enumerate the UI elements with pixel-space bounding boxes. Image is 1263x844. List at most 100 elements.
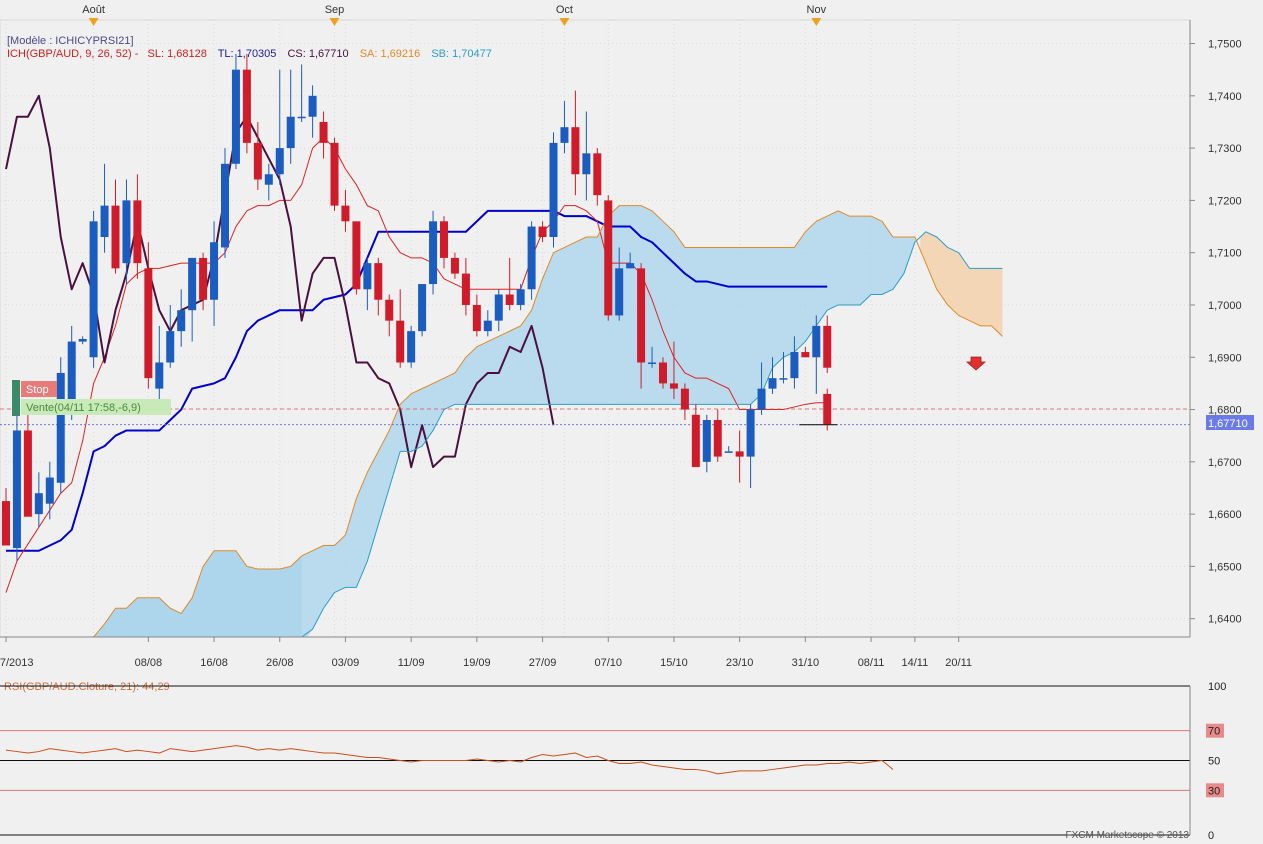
x-tick-label: 14/11 (901, 657, 928, 669)
candle-body[interactable] (188, 257, 197, 311)
candle-body[interactable] (494, 294, 503, 321)
candle-body[interactable] (100, 205, 109, 237)
candle-body[interactable] (790, 352, 799, 379)
candle-body[interactable] (440, 221, 448, 258)
y-tick-label: 1,7100 (1208, 248, 1242, 260)
candle-body[interactable] (680, 388, 689, 410)
series-line-sb (301, 231, 1003, 638)
y-tick-label: 1,6500 (1208, 561, 1242, 573)
candle-body[interactable] (823, 393, 832, 425)
candle-body[interactable] (768, 378, 777, 389)
sell-arrow-icon (965, 356, 987, 371)
candle-body[interactable] (637, 268, 646, 363)
candle-body[interactable] (549, 142, 558, 237)
candle-body[interactable] (593, 153, 602, 196)
candle-body[interactable] (177, 310, 186, 332)
candle-body[interactable] (363, 263, 372, 290)
stop-label: Stop (26, 384, 49, 396)
candle-body[interactable] (396, 320, 405, 363)
candle-body[interactable] (450, 257, 459, 274)
candle-body[interactable] (330, 142, 339, 206)
candle-body[interactable] (221, 163, 229, 248)
candle-body[interactable] (199, 257, 208, 300)
rsi-level-label: 0 (1208, 830, 1214, 842)
sell-order-marker[interactable]: Vente(04/11 17:58,-6,9) (12, 398, 171, 416)
candle-body[interactable] (604, 200, 613, 316)
candle-body[interactable] (757, 388, 766, 410)
candle-body[interactable] (702, 420, 711, 462)
candle-body[interactable] (801, 352, 810, 358)
candle-body[interactable] (23, 430, 32, 517)
candle-body[interactable] (516, 289, 525, 305)
candle-body[interactable] (779, 378, 788, 380)
candle-body[interactable] (505, 294, 514, 305)
candle-body[interactable] (67, 341, 76, 410)
candle-body[interactable] (713, 420, 722, 457)
candle-body[interactable] (374, 263, 383, 300)
candle-body[interactable] (210, 242, 219, 300)
ichimoku-cloud-bullish (82, 205, 915, 638)
candle-body[interactable] (582, 153, 591, 175)
y-tick-label: 1,7200 (1208, 195, 1242, 207)
candle-body[interactable] (461, 273, 470, 305)
candle-body[interactable] (659, 362, 667, 384)
candle-body[interactable] (724, 451, 733, 453)
candle-body[interactable] (45, 477, 54, 504)
y-tick-label: 1,6600 (1208, 509, 1242, 521)
candle-body[interactable] (429, 221, 438, 285)
candle-body[interactable] (231, 69, 240, 164)
candle-body[interactable] (34, 493, 43, 515)
y-tick-label: 1,7000 (1208, 300, 1242, 312)
candle-body[interactable] (648, 362, 657, 364)
candle-body[interactable] (319, 121, 328, 143)
candle-body[interactable] (746, 409, 755, 457)
candle-body[interactable] (538, 226, 547, 237)
sell-label-box (21, 399, 171, 415)
y-tick-label: 1,6900 (1208, 352, 1242, 364)
candle-body[interactable] (669, 383, 678, 389)
candle-body[interactable] (560, 127, 569, 143)
y-tick-label: 1,7300 (1208, 143, 1242, 155)
series-line-tl (6, 209, 828, 552)
candle-body[interactable] (89, 221, 98, 358)
candle-body[interactable] (264, 174, 273, 185)
rsi-label: RSI(GBP/AUD.Cloture, 21): 44,29 (4, 681, 170, 693)
x-tick-label: 16/08 (200, 657, 228, 669)
candle-body[interactable] (571, 127, 580, 175)
candle-body[interactable] (242, 69, 251, 143)
candle-body[interactable] (56, 372, 65, 483)
candle-body[interactable] (78, 338, 87, 342)
legend-tl: TL: 1,70305 (218, 48, 277, 60)
candle-body[interactable] (341, 205, 350, 222)
candle-body[interactable] (12, 430, 21, 549)
candle-body[interactable] (133, 200, 142, 264)
candle-body[interactable] (155, 362, 164, 389)
candle-body[interactable] (111, 205, 120, 269)
candle-body[interactable] (275, 148, 284, 175)
candle-body[interactable] (527, 226, 536, 290)
candle-body[interactable] (352, 221, 361, 290)
candle-body[interactable] (2, 501, 10, 546)
candle-body[interactable] (308, 95, 317, 117)
candle-body[interactable] (472, 304, 481, 332)
stop-order-marker[interactable]: Stop (12, 380, 57, 398)
candle-body[interactable] (253, 142, 262, 180)
candle-body[interactable] (144, 268, 153, 379)
candle-body[interactable] (385, 299, 394, 321)
candle-body[interactable] (483, 320, 492, 332)
candle-body[interactable] (407, 331, 416, 363)
candle-body[interactable] (735, 451, 744, 457)
candle-body[interactable] (812, 325, 821, 358)
candle-body[interactable] (418, 284, 427, 332)
candle-body[interactable] (297, 116, 306, 119)
candle-body[interactable] (122, 200, 131, 264)
candle-body[interactable] (166, 331, 175, 363)
candle-body[interactable] (626, 263, 635, 269)
candle-body[interactable] (286, 116, 295, 149)
series-line-sa (6, 205, 1003, 638)
candle-body[interactable] (691, 414, 700, 468)
candle-body[interactable] (615, 268, 624, 316)
candle-body[interactable] (823, 325, 832, 368)
